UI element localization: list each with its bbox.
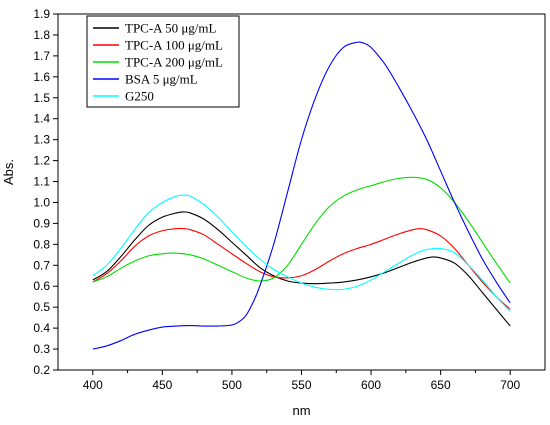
legend-item: G250: [93, 89, 154, 104]
legend-label: TPC-A 50 μg/mL: [125, 21, 217, 36]
y-tick-label: 1.1: [33, 175, 50, 189]
legend-item: TPC-A 100 μg/mL: [93, 38, 223, 53]
y-tick-label: 1.8: [33, 28, 50, 42]
series-line-4: [92, 41, 511, 350]
y-tick-label: 0.2: [33, 363, 50, 377]
y-tick-label: 1.2: [33, 154, 50, 168]
y-tick-label: 1.4: [33, 112, 50, 126]
legend-item: TPC-A 200 μg/mL: [93, 55, 223, 70]
legend: TPC-A 50 μg/mL TPC-A 100 μg/mL TPC-A 200 μ…: [86, 15, 240, 108]
x-tick-label: 500: [222, 378, 242, 392]
y-tick-label: 0.6: [33, 279, 50, 293]
x-tick-label: 600: [361, 378, 381, 392]
y-tick-label: 0.5: [33, 300, 50, 314]
y-tick-label: 1.9: [33, 7, 50, 21]
y-axis-label: Abs.: [1, 159, 16, 185]
legend-label: TPC-A 200 μg/mL: [125, 55, 223, 70]
series-line-2: [92, 227, 511, 310]
y-tick-label: 0.4: [33, 321, 50, 335]
legend-label: BSA 5 μg/mL: [125, 72, 198, 87]
y-tick-label: 0.7: [33, 258, 50, 272]
y-axis: 0.2 0.3 0.4 0.5 0.6 0.7 0.8 0.9 1.0 1.1 1.2 1.3 1.4 1…: [33, 7, 58, 377]
y-tick-label: 1.0: [33, 195, 50, 209]
y-tick-label: 0.8: [33, 237, 50, 251]
x-tick-label: 400: [83, 378, 103, 392]
x-tick-label: 550: [291, 378, 311, 392]
legend-item: TPC-A 50 μg/mL: [93, 21, 217, 36]
series-line-1: [92, 211, 511, 327]
series-layer: [92, 41, 511, 350]
y-tick-label: 1.3: [33, 133, 50, 147]
series-line-3: [92, 176, 511, 284]
legend-item: BSA 5 μg/mL: [93, 72, 198, 87]
legend-label: G250: [125, 89, 154, 104]
y-tick-label: 1.5: [33, 91, 50, 105]
x-tick-label: 650: [431, 378, 451, 392]
y-tick-label: 1.7: [33, 49, 50, 63]
y-tick-label: 0.3: [33, 342, 50, 356]
x-tick-label: 700: [500, 378, 520, 392]
x-tick-label: 450: [152, 378, 172, 392]
y-tick-label: 1.6: [33, 70, 50, 84]
y-tick-label: 0.9: [33, 216, 50, 230]
series-line-5: [92, 194, 511, 312]
x-axis: 400 450 500 550 600 650 700: [83, 370, 521, 392]
x-axis-label: nm: [292, 403, 310, 418]
legend-label: TPC-A 100 μg/mL: [125, 38, 223, 53]
